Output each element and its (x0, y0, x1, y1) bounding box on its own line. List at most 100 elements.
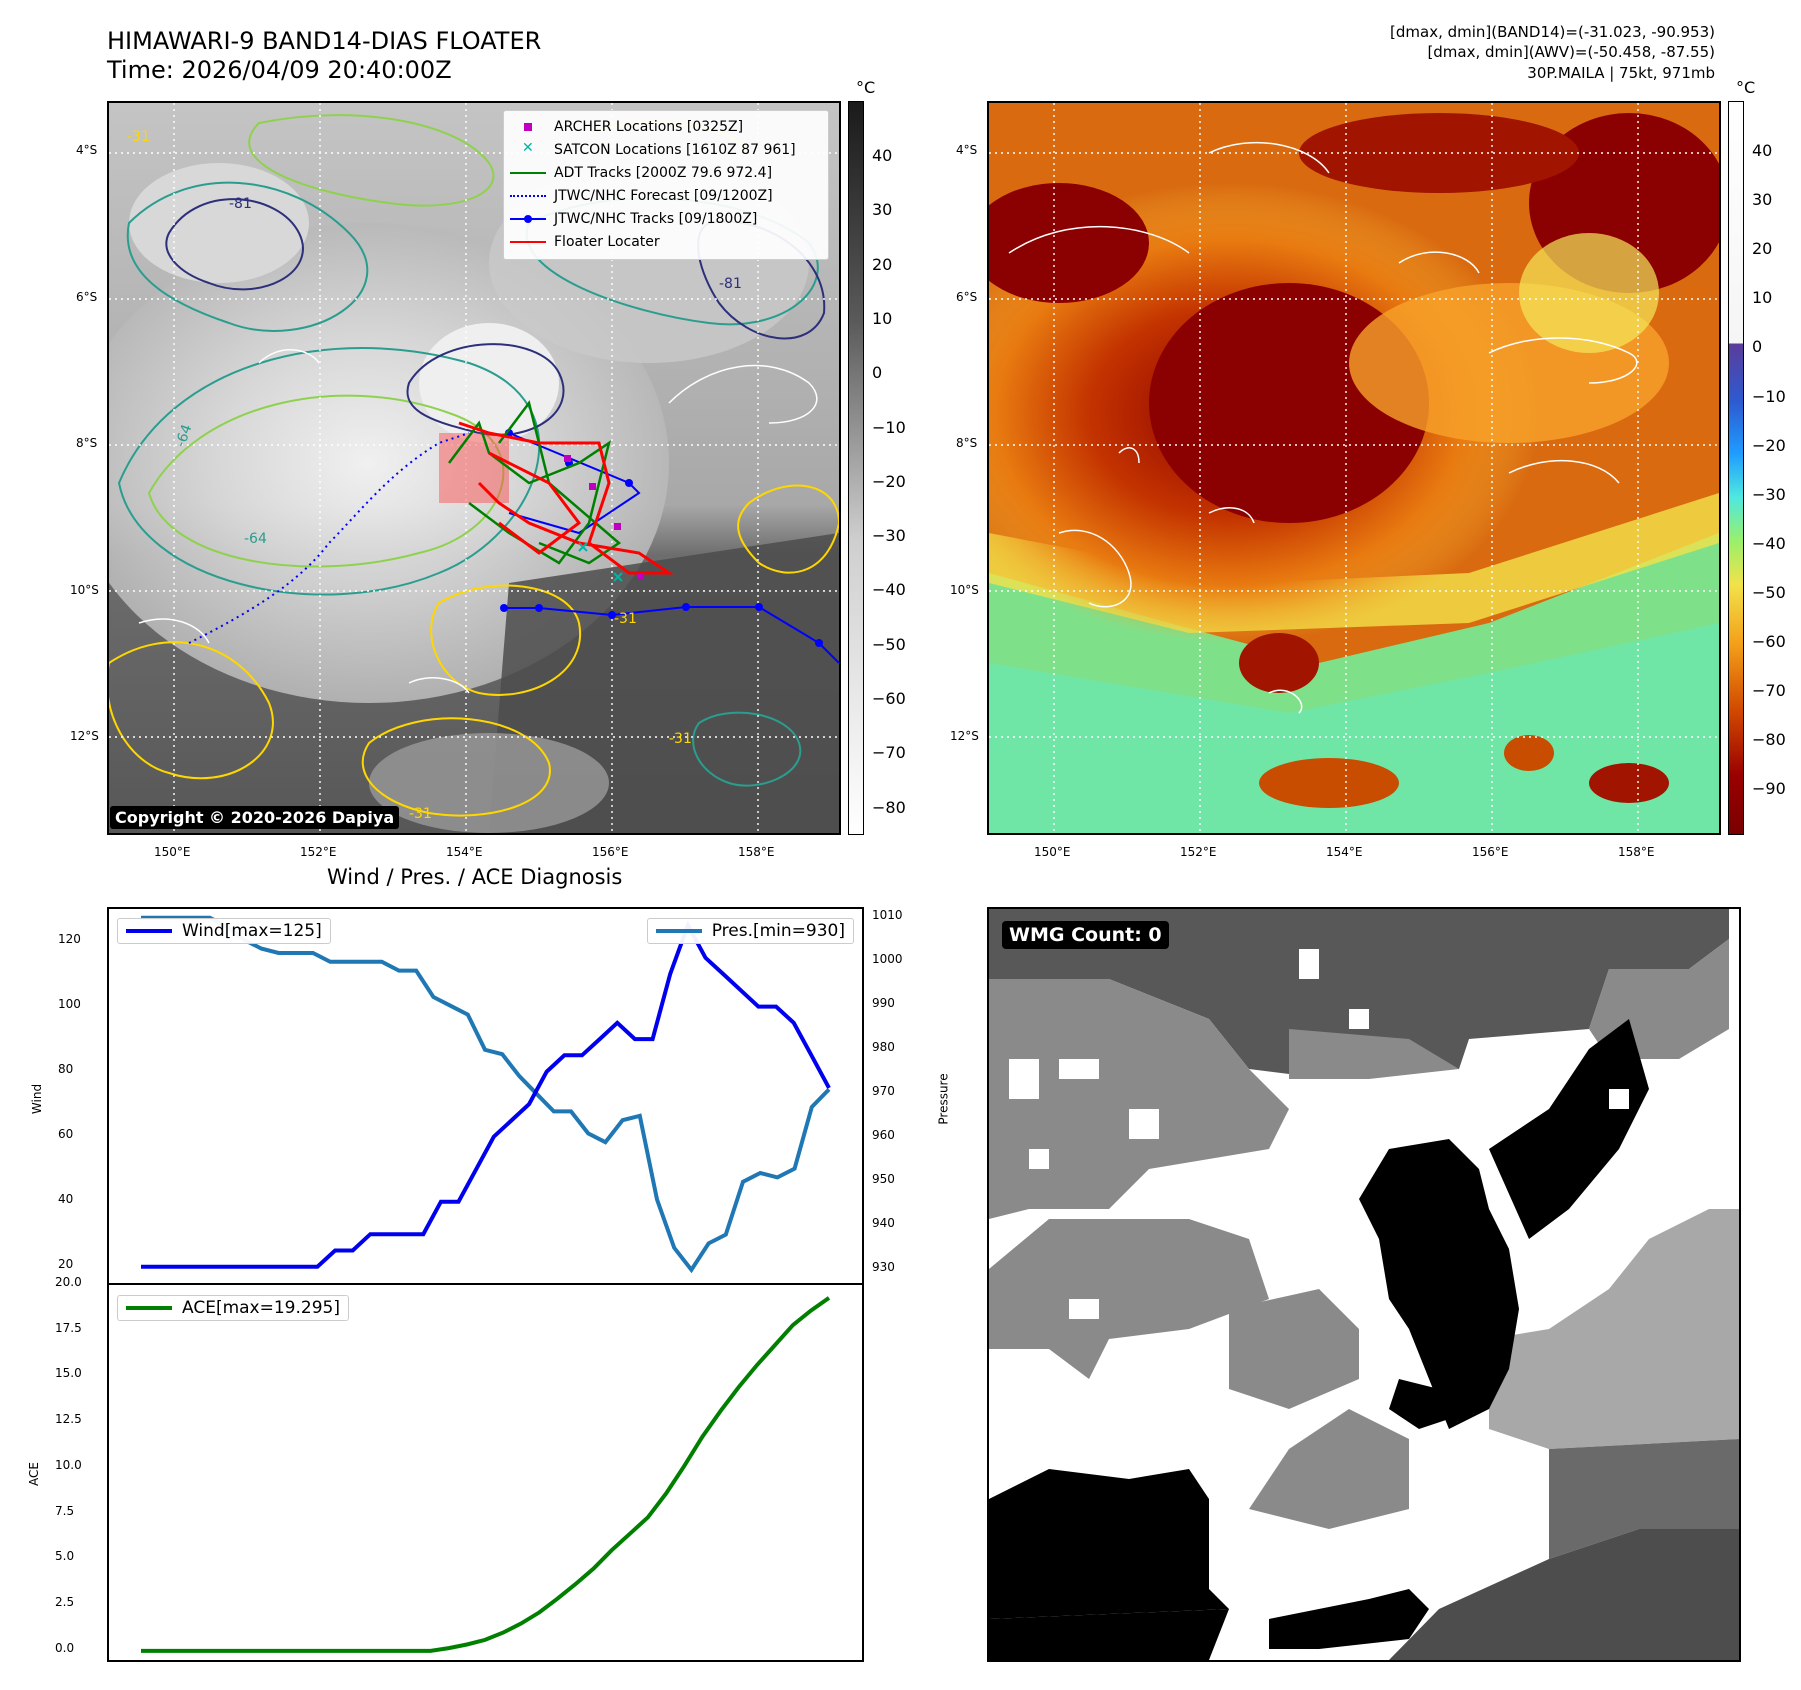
contour-label: -64 (244, 531, 267, 547)
wind-tick: 120 (58, 931, 81, 946)
legend-label: JTWC/NHC Tracks [09/1800Z] (554, 210, 758, 227)
wind-tick: 60 (58, 1126, 74, 1141)
ace-panel: ACE[max=19.295] (107, 1283, 864, 1662)
contour-label: -31 (669, 731, 692, 747)
right-colorbar-tick: −90 (1752, 779, 1786, 799)
left-colorbar-tick: −60 (872, 689, 906, 708)
awv-map-image (989, 103, 1719, 833)
ace-tick: 2.5 (55, 1595, 75, 1610)
legend-item-archer: ARCHER Locations [0325Z] (510, 115, 822, 138)
left-colorbar-tick: 20 (872, 254, 893, 274)
right-colorbar-tick: 30 (1752, 190, 1773, 210)
ace-legend-label: ACE[max=19.295] (182, 1298, 340, 1318)
lat-tick: 8°S (956, 436, 978, 450)
ace-series-line (141, 1296, 831, 1653)
left-colorbar-tick: 0 (872, 363, 883, 383)
lon-tick: 158°E (738, 845, 775, 859)
wind-pressure-panel: Wind[max=125] Pres.[min=930] (107, 907, 864, 1285)
awv-map-panel (987, 101, 1721, 835)
right-colorbar-tick: −70 (1752, 681, 1786, 701)
lon-tick: 156°E (592, 845, 629, 859)
right-colorbar-tick: 20 (1752, 239, 1773, 259)
wmg-count-badge: WMG Count: 0 (1002, 921, 1169, 949)
wind-tick: 20 (58, 1256, 74, 1271)
line-marker-icon (510, 235, 546, 249)
legend-label: JTWC/NHC Forecast [09/1200Z] (554, 187, 773, 204)
pressure-legend-label: Pres.[min=930] (711, 921, 845, 941)
copyright-badge: Copyright © 2020-2026 Dapiya (110, 806, 400, 829)
lat-tick: 8°S (76, 436, 98, 450)
wind-line-icon (126, 929, 172, 933)
ace-tick: 0.0 (55, 1640, 75, 1655)
line-marker-icon (510, 166, 546, 180)
x-marker-icon: ✕ (522, 139, 534, 156)
right-colorbar-tick: −50 (1752, 582, 1786, 602)
right-colorbar-tick: −60 (1752, 632, 1786, 651)
lon-tick: 150°E (154, 845, 191, 859)
diagnosis-title: Wind / Pres. / ACE Diagnosis (327, 865, 623, 889)
ace-plot (141, 1296, 831, 1653)
right-colorbar-tick: −30 (1752, 484, 1786, 504)
contour-label: -31 (127, 129, 150, 145)
legend-label: Floater Locater (554, 233, 660, 250)
contour-label: -31 (614, 611, 637, 627)
colorbar-unit-label: °C (1736, 78, 1756, 97)
right-colorbar-tick: 0 (1752, 337, 1763, 357)
right-colorbar-tick: −80 (1752, 730, 1786, 750)
left-colorbar-tick: −10 (872, 417, 906, 437)
ace-tick: 20.0 (55, 1275, 82, 1289)
contour-label: -64 (173, 422, 196, 449)
lon-tick: 154°E (446, 845, 483, 859)
wmg-panel: WMG Count: 0 (987, 907, 1741, 1662)
lat-tick: 12°S (950, 729, 979, 743)
legend-item-forecast: JTWC/NHC Forecast [09/1200Z] (510, 184, 822, 207)
pressure-tick: 1010 (872, 907, 903, 922)
wmg-image (989, 909, 1739, 1660)
wind-tick: 40 (58, 1191, 74, 1206)
pressure-line-icon (655, 929, 702, 933)
pressure-tick: 960 (872, 1127, 895, 1142)
lon-tick: 158°E (1618, 845, 1655, 859)
lon-tick: 150°E (1034, 845, 1071, 859)
pressure-tick: 940 (872, 1215, 895, 1230)
pressure-series-line (141, 915, 831, 1274)
wind-tick: 100 (58, 996, 81, 1011)
lat-tick: 6°S (76, 290, 98, 304)
pressure-tick: 970 (872, 1083, 895, 1098)
lat-tick: 4°S (956, 143, 978, 157)
pressure-tick: 930 (872, 1259, 895, 1274)
ace-tick: 10.0 (55, 1457, 82, 1472)
pressure-tick: 990 (872, 995, 895, 1010)
ace-line-icon (126, 1306, 172, 1310)
contour-label: -81 (719, 276, 742, 292)
pressure-axis-label: Pressure (936, 1073, 951, 1125)
ace-legend: ACE[max=19.295] (117, 1295, 349, 1321)
info-band14-range: [dmax, dmin](BAND14)=(-31.023, -90.953) (1390, 23, 1715, 41)
ir-map-panel: -31 -64 -81 -81 -64 -31 -31 -31 ARCHER L… (107, 101, 841, 835)
pressure-tick: 1000 (872, 951, 903, 966)
left-colorbar-tick: −80 (872, 797, 906, 817)
legend-item-tracks: JTWC/NHC Tracks [09/1800Z] (510, 207, 822, 230)
chart-title: HIMAWARI-9 BAND14-DIAS FLOATER (107, 27, 542, 55)
left-colorbar-tick: 40 (872, 146, 893, 165)
ace-tick: 5.0 (55, 1549, 75, 1564)
legend-item-floater: Floater Locater (510, 230, 822, 253)
right-colorbar-tick: 40 (1752, 141, 1773, 160)
info-awv-range: [dmax, dmin](AWV)=(-50.458, -87.55) (1427, 43, 1715, 61)
chart-timestamp: Time: 2026/04/09 20:40:00Z (107, 56, 452, 84)
info-storm-summary: 30P.MAILA | 75kt, 971mb (1527, 64, 1715, 82)
left-colorbar-tick: −70 (872, 743, 906, 763)
square-marker-icon (510, 120, 546, 134)
legend-item-satcon: ✕ SATCON Locations [1610Z 87 961] (510, 138, 822, 161)
pressure-tick: 950 (872, 1171, 895, 1186)
left-colorbar (848, 101, 864, 835)
legend-label: ARCHER Locations [0325Z] (554, 118, 744, 135)
contour-label: -31 (409, 806, 432, 822)
left-colorbar-tick: −20 (872, 471, 906, 491)
left-colorbar-tick: 10 (872, 308, 893, 328)
wind-series-line (141, 920, 831, 1269)
lon-tick: 152°E (300, 845, 337, 859)
legend-label: SATCON Locations [1610Z 87 961] (554, 141, 796, 158)
right-colorbar (1728, 101, 1744, 835)
dotted-line-icon (510, 189, 546, 203)
